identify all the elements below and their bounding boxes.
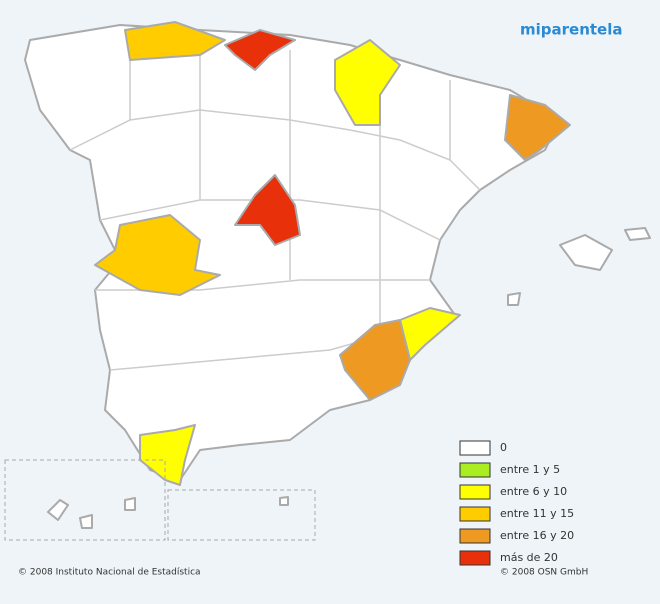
legend-label: entre 6 y 10 <box>500 485 567 498</box>
legend-swatch <box>459 528 491 544</box>
inset-frame <box>167 489 316 541</box>
legend-label: entre 1 y 5 <box>500 463 560 476</box>
legend-swatch <box>459 506 491 522</box>
province <box>94 214 221 296</box>
legend-label: entre 16 y 20 <box>500 529 574 542</box>
province <box>234 174 301 246</box>
logo: miparentela <box>520 21 623 39</box>
legend: 0 entre 1 y 5 entre 6 y 10 entre 11 y 15 ent… <box>459 440 574 566</box>
legend-label: 0 <box>500 441 507 454</box>
footer-left: © 2008 Instituto Nacional de Estadística <box>18 568 201 578</box>
province <box>139 424 196 486</box>
inset-frame <box>4 459 166 541</box>
legend-label: más de 20 <box>500 551 558 564</box>
province <box>124 21 226 61</box>
province <box>339 319 411 401</box>
footer-right: © 2008 OSN GmbH <box>500 568 588 578</box>
legend-swatch <box>459 440 491 456</box>
legend-swatch <box>459 550 491 566</box>
legend-label: entre 11 y 15 <box>500 507 574 520</box>
legend-swatch <box>459 462 491 478</box>
province <box>224 29 296 71</box>
province <box>334 39 401 126</box>
province <box>504 94 571 161</box>
islands <box>47 227 651 529</box>
legend-swatch <box>459 484 491 500</box>
